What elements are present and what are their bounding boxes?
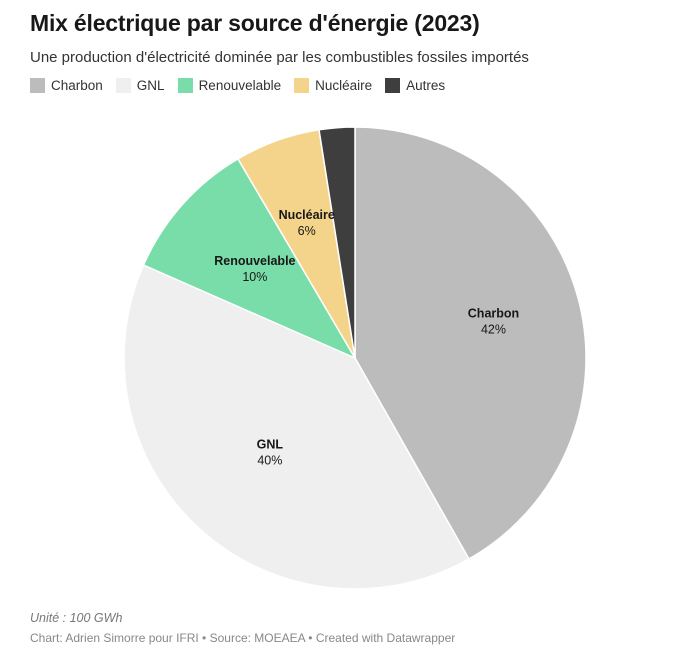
legend-item-nucleaire: Nucléaire — [294, 78, 372, 93]
legend-swatch-charbon — [30, 78, 45, 93]
legend-label-charbon: Charbon — [51, 78, 103, 93]
legend: Charbon GNL Renouvelable Nucléaire Autre… — [30, 78, 458, 93]
unit-note: Unité : 100 GWh — [30, 611, 123, 625]
pie-slice-autres — [318, 126, 356, 359]
legend-item-autres: Autres — [385, 78, 445, 93]
pie-slice-charbon — [354, 126, 587, 560]
legend-swatch-gnl — [115, 78, 131, 93]
chart-credit: Chart: Adrien Simorre pour IFRI • Source… — [30, 631, 456, 645]
legend-label-renouvelable: Renouvelable — [198, 78, 282, 93]
slice-percent-renouvelable: 10% — [242, 270, 267, 284]
legend-swatch-nucleaire — [294, 78, 310, 93]
slice-percent-gnl: 40% — [257, 453, 282, 467]
slice-percent-charbon: 42% — [481, 322, 506, 336]
legend-swatch-renouvelable — [177, 78, 193, 93]
legend-item-gnl: GNL — [115, 78, 165, 93]
chart-title: Mix électrique par source d'énergie (202… — [30, 10, 480, 36]
pie-slice-renouvelable — [142, 157, 357, 360]
slice-label-gnl: GNL — [257, 437, 284, 451]
legend-item-charbon: Charbon — [30, 78, 103, 93]
legend-swatch-autres — [385, 78, 401, 93]
legend-label-autres: Autres — [406, 78, 446, 93]
pie-labels: Charbon 42% GNL 40% Renouvelable 10% Nucléaire… — [214, 208, 519, 467]
legend-item-renouvelable: Renouvelable — [177, 78, 282, 93]
slice-label-nucleaire: Nucléaire — [279, 208, 335, 222]
chart-subtitle: Une production d'électricité dominée par… — [30, 49, 529, 66]
slice-percent-nucleaire: 6% — [298, 224, 316, 238]
slice-label-renouvelable: Renouvelable — [214, 254, 295, 268]
slice-label-charbon: Charbon — [468, 306, 519, 320]
legend-label-gnl: GNL — [136, 78, 165, 93]
legend-label-nucleaire: Nucléaire — [315, 78, 373, 93]
pie-slice-gnl — [123, 264, 470, 590]
pie-slices — [123, 126, 587, 590]
